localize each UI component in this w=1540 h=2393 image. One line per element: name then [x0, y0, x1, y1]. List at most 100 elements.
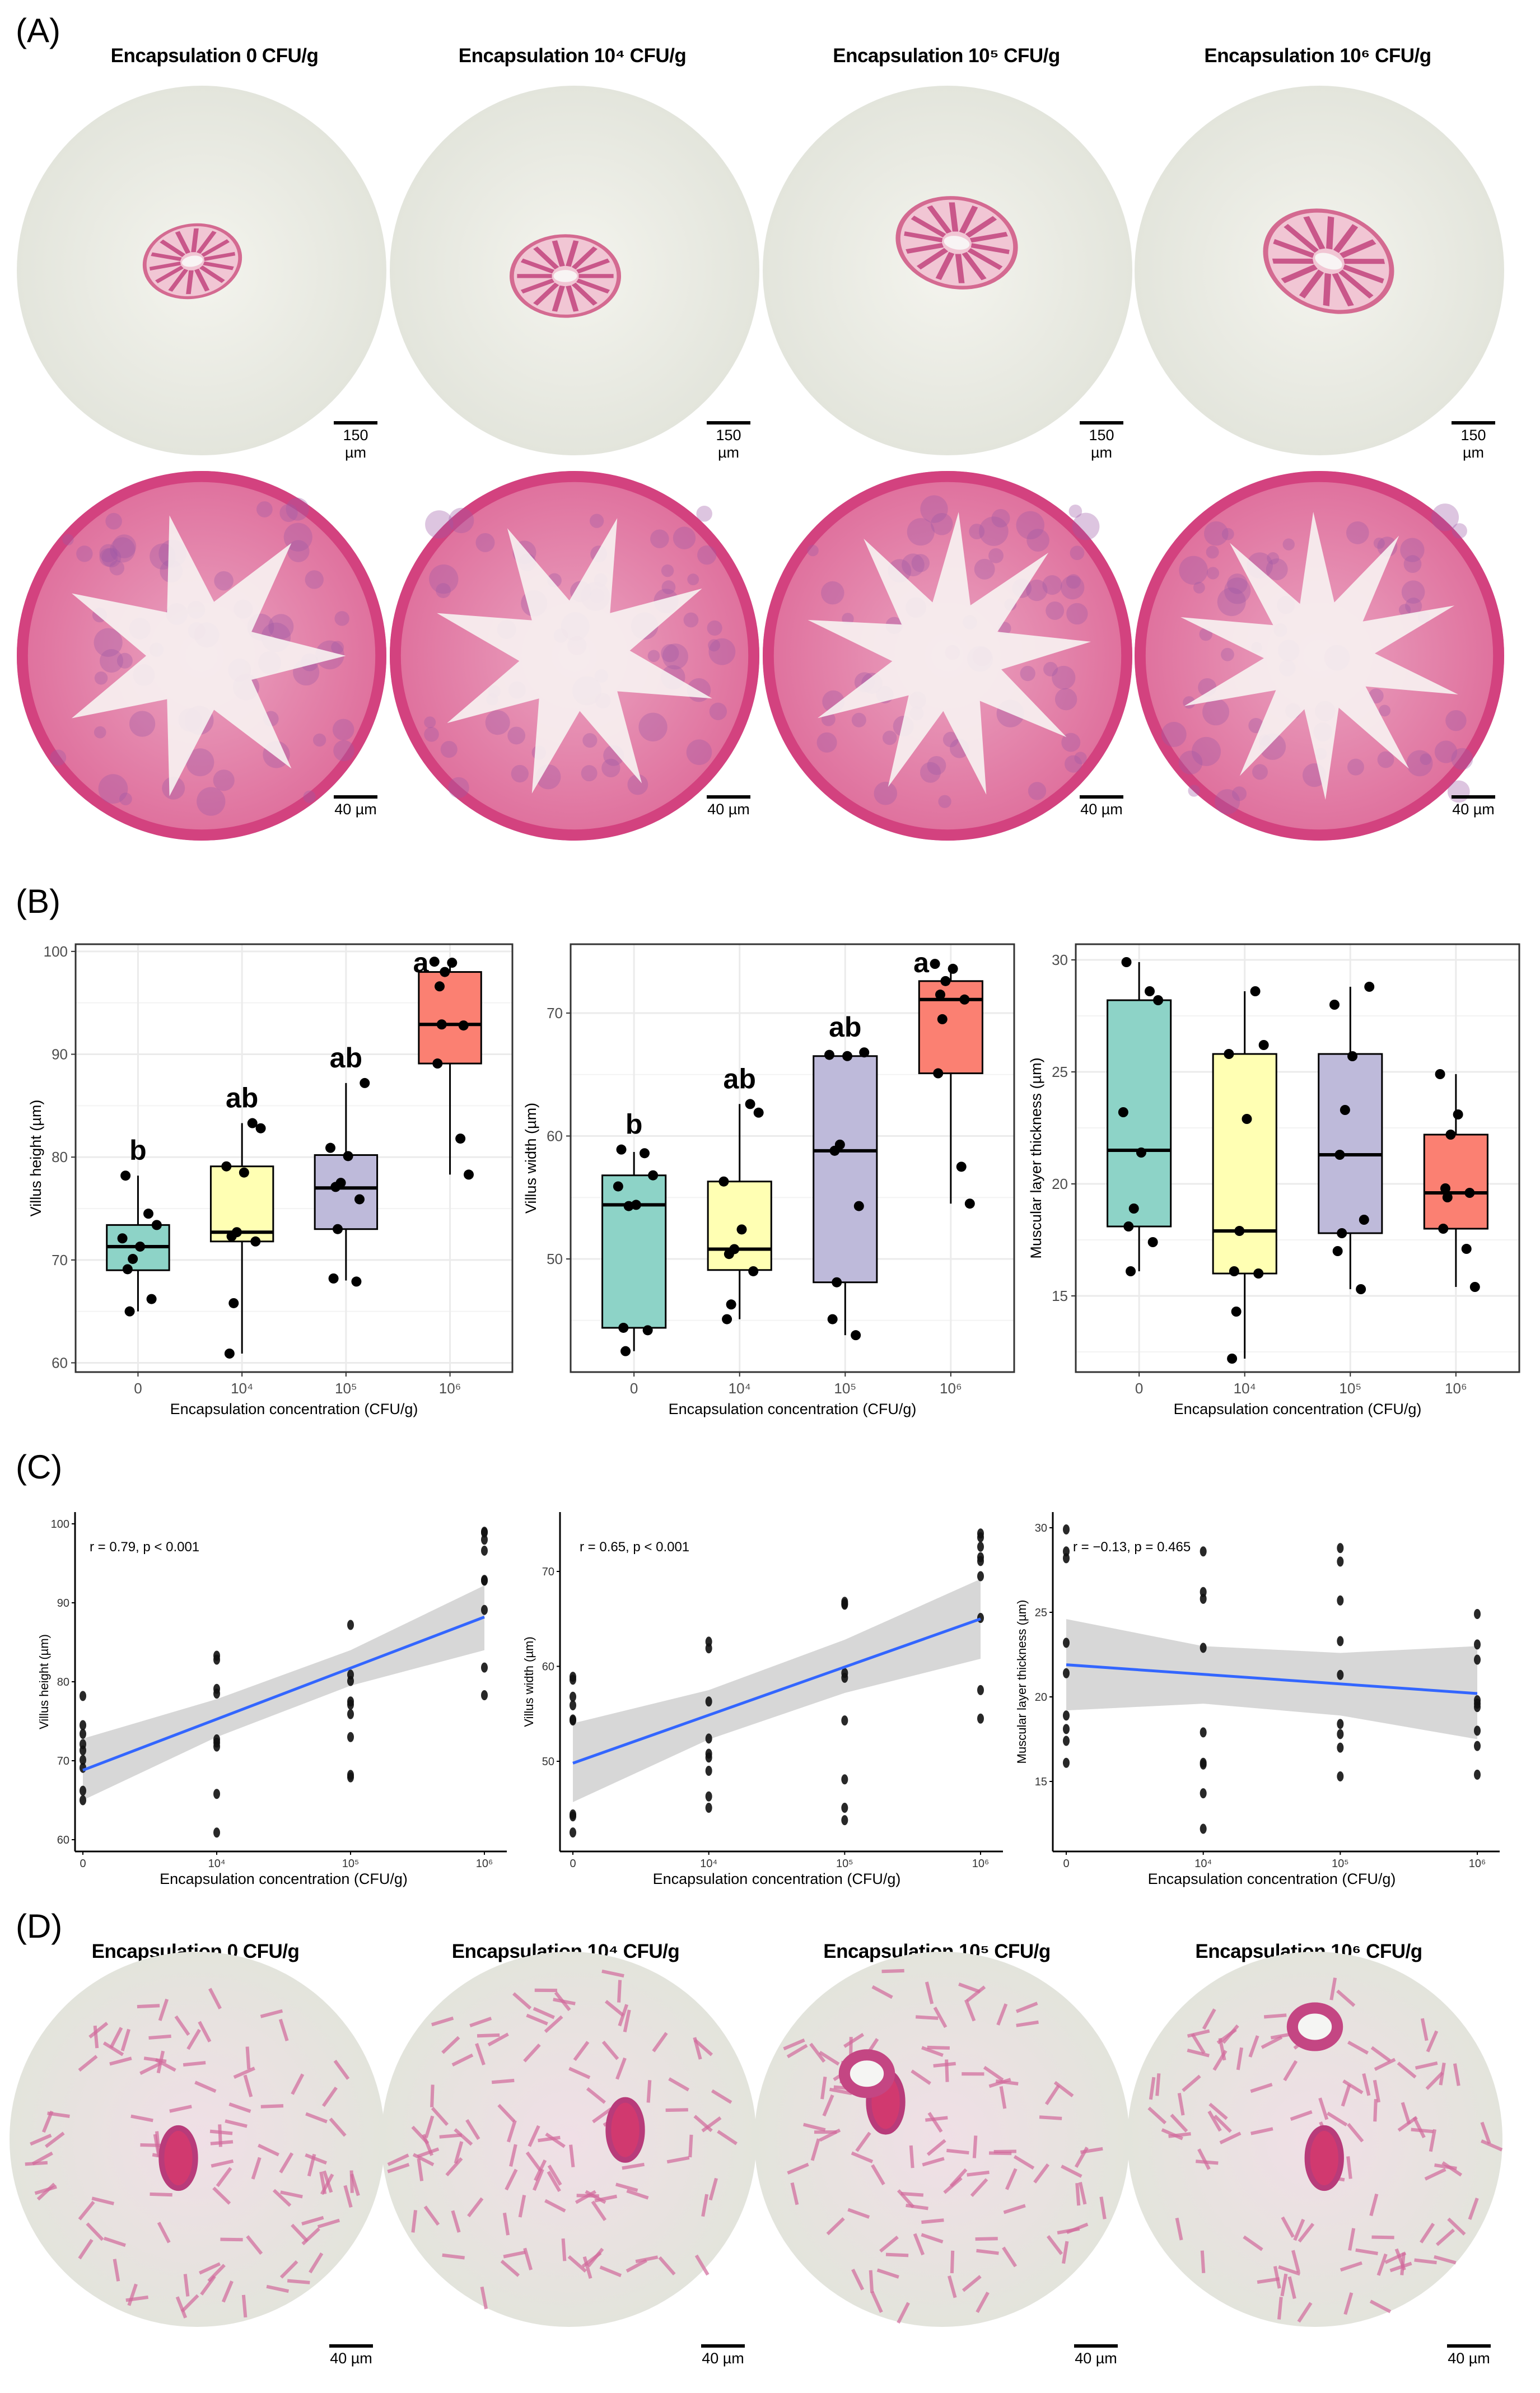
- data-point: [977, 1541, 984, 1552]
- data-point: [648, 1170, 659, 1181]
- nuclei-cluster: [334, 611, 349, 626]
- data-point: [570, 1715, 576, 1726]
- y-tick-label: 25: [1035, 1607, 1047, 1619]
- data-point: [360, 1077, 370, 1088]
- hepatocyte-cord: [412, 2153, 435, 2167]
- y-tick-label: 60: [52, 1354, 68, 1371]
- hepatocyte-cord: [927, 2112, 943, 2133]
- data-point: [1224, 1049, 1234, 1059]
- nuclei-cluster: [1379, 705, 1390, 717]
- nuclei-cluster: [1046, 601, 1065, 620]
- scale-bar-40um: 40 µm: [330, 795, 381, 818]
- hepatocyte-cord: [582, 2256, 592, 2279]
- y-tick-label: 60: [542, 1661, 554, 1673]
- nuclei-cluster: [62, 534, 74, 545]
- villus: [200, 239, 230, 257]
- hepatocyte-cord: [615, 2182, 638, 2193]
- hepatocyte-cord: [91, 2196, 114, 2205]
- box: [418, 971, 482, 1065]
- data-point: [239, 1167, 249, 1178]
- data-point: [429, 957, 440, 967]
- hepatocyte-cord: [500, 2260, 520, 2277]
- data-point: [1359, 1215, 1369, 1225]
- nuclei-cluster: [816, 732, 837, 753]
- data-point: [1334, 1150, 1345, 1160]
- villus: [566, 240, 579, 267]
- hepatocyte-cord: [967, 2170, 990, 2177]
- hepatocyte-cord: [711, 2089, 732, 2104]
- hepatocyte-cord: [183, 2061, 206, 2067]
- nuclei-cluster: [1074, 752, 1087, 764]
- y-tick-label: 50: [542, 1756, 554, 1768]
- nuclei-cluster: [589, 514, 604, 528]
- villus: [970, 243, 1010, 254]
- hepatocyte-cord: [1057, 2227, 1080, 2235]
- data-point: [851, 1330, 861, 1341]
- data-point: [1234, 1226, 1245, 1236]
- hepatocyte-cord: [120, 2028, 131, 2051]
- hepatocyte-cord: [783, 2038, 805, 2051]
- scale-bar-label: 150 µm: [716, 427, 741, 461]
- hepatocyte-cord: [1016, 2020, 1039, 2027]
- hepatocyte-cord: [451, 2210, 461, 2233]
- villus: [1343, 264, 1384, 284]
- data-point: [1200, 1759, 1207, 1770]
- data-point: [570, 1811, 576, 1822]
- data-point: [1200, 1823, 1207, 1834]
- hepatocyte-cord: [999, 2086, 1007, 2109]
- nuclei-cluster: [333, 740, 354, 762]
- hepatocyte-cord: [1397, 2116, 1418, 2132]
- data-point: [1469, 1282, 1480, 1292]
- data-point: [1063, 1638, 1070, 1648]
- hepatocyte-cord: [329, 2117, 347, 2137]
- villus: [1272, 258, 1314, 264]
- scale-bar-line: [1447, 2344, 1491, 2348]
- hepatocyte-cord: [1287, 2276, 1296, 2299]
- hepatocyte-cord: [964, 1999, 976, 2022]
- data-point: [80, 1720, 86, 1730]
- hepatocyte-cord: [1250, 2127, 1273, 2135]
- regression-line: [1066, 1663, 1478, 1695]
- nuclei-cluster: [287, 540, 310, 562]
- micrograph-high-1: [390, 471, 759, 841]
- hepatocyte-cord: [617, 1980, 622, 2003]
- micrograph-liver-3: [1127, 1952, 1502, 2327]
- box: [209, 1165, 274, 1243]
- hepatocyte-cord: [948, 2275, 957, 2298]
- hepatocyte-cord: [1277, 2297, 1283, 2320]
- villus: [203, 261, 234, 270]
- y-axis-title: Muscular layer thickness (µm): [1015, 1600, 1029, 1764]
- nuclei-cluster: [436, 583, 451, 598]
- nuclei-cluster: [638, 712, 668, 741]
- nuclei-cluster: [116, 652, 133, 669]
- data-point: [937, 1014, 948, 1024]
- hepatocyte-cord: [1039, 2115, 1062, 2120]
- data-point: [435, 981, 445, 992]
- data-point: [940, 976, 951, 986]
- data-point: [977, 1685, 984, 1695]
- nuclei-cluster: [581, 765, 598, 782]
- hepatocyte-cord: [526, 2013, 548, 2026]
- hepatocyte-cord: [851, 2269, 865, 2291]
- hepatocyte-cord: [1250, 2083, 1273, 2093]
- data-point: [977, 1713, 984, 1724]
- hepatocyte-cord: [885, 2252, 909, 2257]
- hepatocyte-cord: [1340, 2261, 1362, 2272]
- hepatocyte-cord: [958, 1982, 981, 1994]
- villus: [168, 268, 189, 292]
- muscular-layer: [763, 471, 1132, 841]
- data-point: [841, 1715, 848, 1726]
- field-of-view: [381, 1952, 757, 2327]
- data-point: [1442, 1192, 1453, 1202]
- data-point: [853, 1201, 864, 1211]
- villus: [1323, 273, 1331, 306]
- lumen: [1315, 253, 1342, 270]
- hepatocyte-cord: [1293, 2218, 1305, 2241]
- hepatocyte-cord: [693, 2115, 713, 2133]
- hepatocyte-cord: [1371, 2235, 1394, 2240]
- hepatocyte-cord: [933, 2007, 948, 2028]
- hepatocyte-cord: [333, 2059, 350, 2080]
- hepatocyte-cord: [198, 2262, 221, 2275]
- data-point: [827, 1314, 838, 1324]
- x-tick-label: 0: [134, 1380, 142, 1397]
